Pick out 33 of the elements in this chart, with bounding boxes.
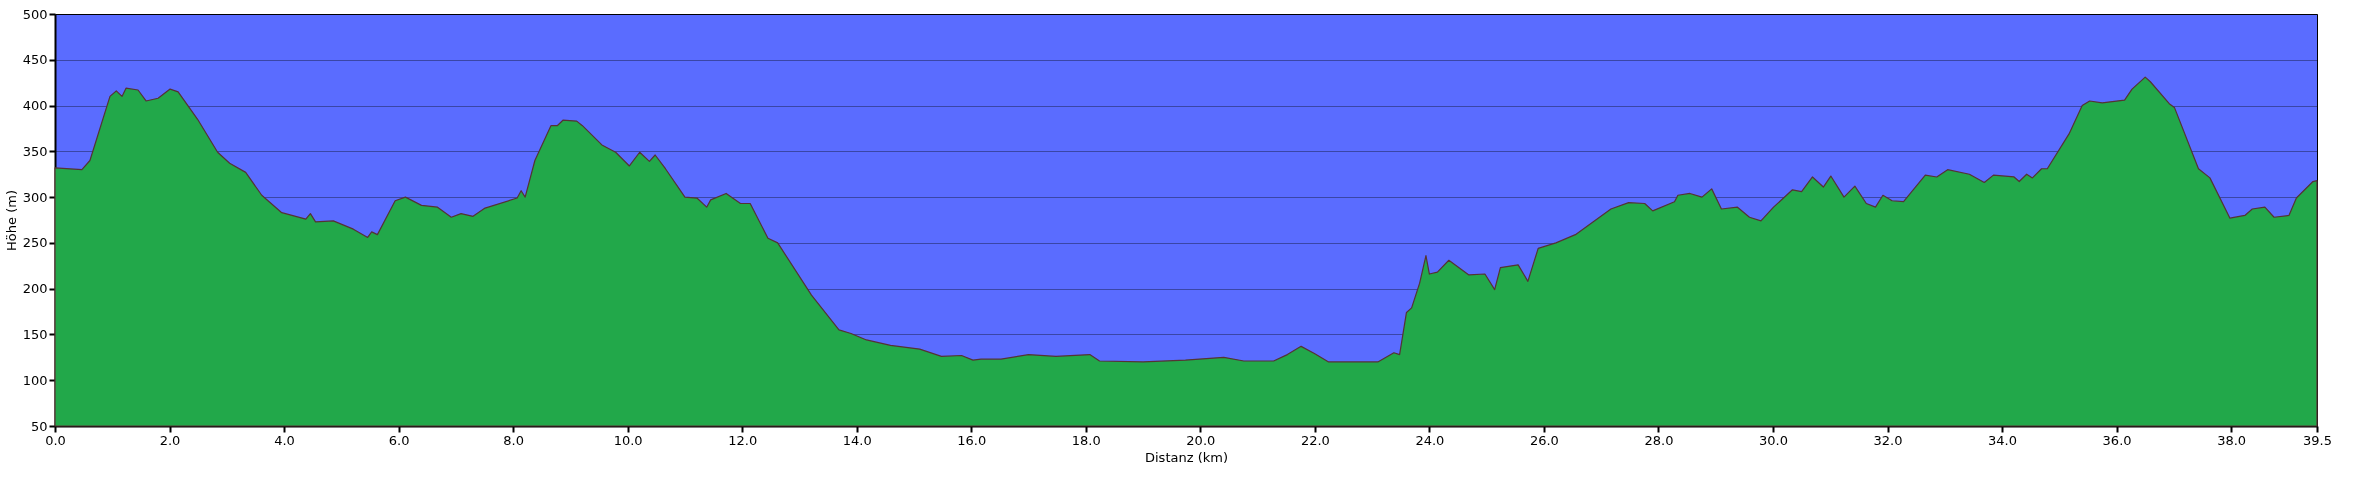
x-axis-title: Distanz (km) xyxy=(1145,449,1228,465)
x-tick-label: 30.0 xyxy=(1759,432,1788,448)
x-tick-label: 18.0 xyxy=(1071,432,1101,448)
y-tick-label: 400 xyxy=(22,98,48,114)
x-tick-label: 10.0 xyxy=(613,432,643,448)
x-tick-label: 16.0 xyxy=(957,432,987,448)
x-tick-label: 12.0 xyxy=(728,432,758,448)
x-tick-label: 36.0 xyxy=(2102,432,2132,448)
x-tick-label: 32.0 xyxy=(1873,432,1903,448)
x-tick-label: 28.0 xyxy=(1644,432,1674,448)
x-tick-label: 24.0 xyxy=(1415,432,1445,448)
y-tick-label: 50 xyxy=(30,418,48,434)
y-axis-title: Höhe (m) xyxy=(3,190,19,251)
x-tick-label: 0.0 xyxy=(45,432,66,448)
x-tick-label: 34.0 xyxy=(1988,432,2018,448)
y-tick-label: 250 xyxy=(22,235,48,251)
x-tick-label: 8.0 xyxy=(503,432,524,448)
x-tick-label: 6.0 xyxy=(388,432,410,448)
y-tick-label: 200 xyxy=(22,281,48,297)
y-tick-label: 150 xyxy=(22,326,48,342)
x-tick-label: 20.0 xyxy=(1186,432,1216,448)
x-tick-label: 4.0 xyxy=(274,432,295,448)
y-tick-label: 300 xyxy=(22,189,48,205)
x-tick-label: 14.0 xyxy=(842,432,872,448)
y-tick-label: 350 xyxy=(22,143,48,159)
y-tick-label: 450 xyxy=(22,52,48,68)
x-tick-label: 26.0 xyxy=(1529,432,1559,448)
x-tick-label: 2.0 xyxy=(159,432,181,448)
x-tick-label: 39.5 xyxy=(2303,432,2332,448)
y-tick-label: 100 xyxy=(22,372,48,388)
x-tick-label: 22.0 xyxy=(1300,432,1330,448)
x-tick-label: 38.0 xyxy=(2217,432,2247,448)
y-tick-label: 500 xyxy=(22,6,48,22)
